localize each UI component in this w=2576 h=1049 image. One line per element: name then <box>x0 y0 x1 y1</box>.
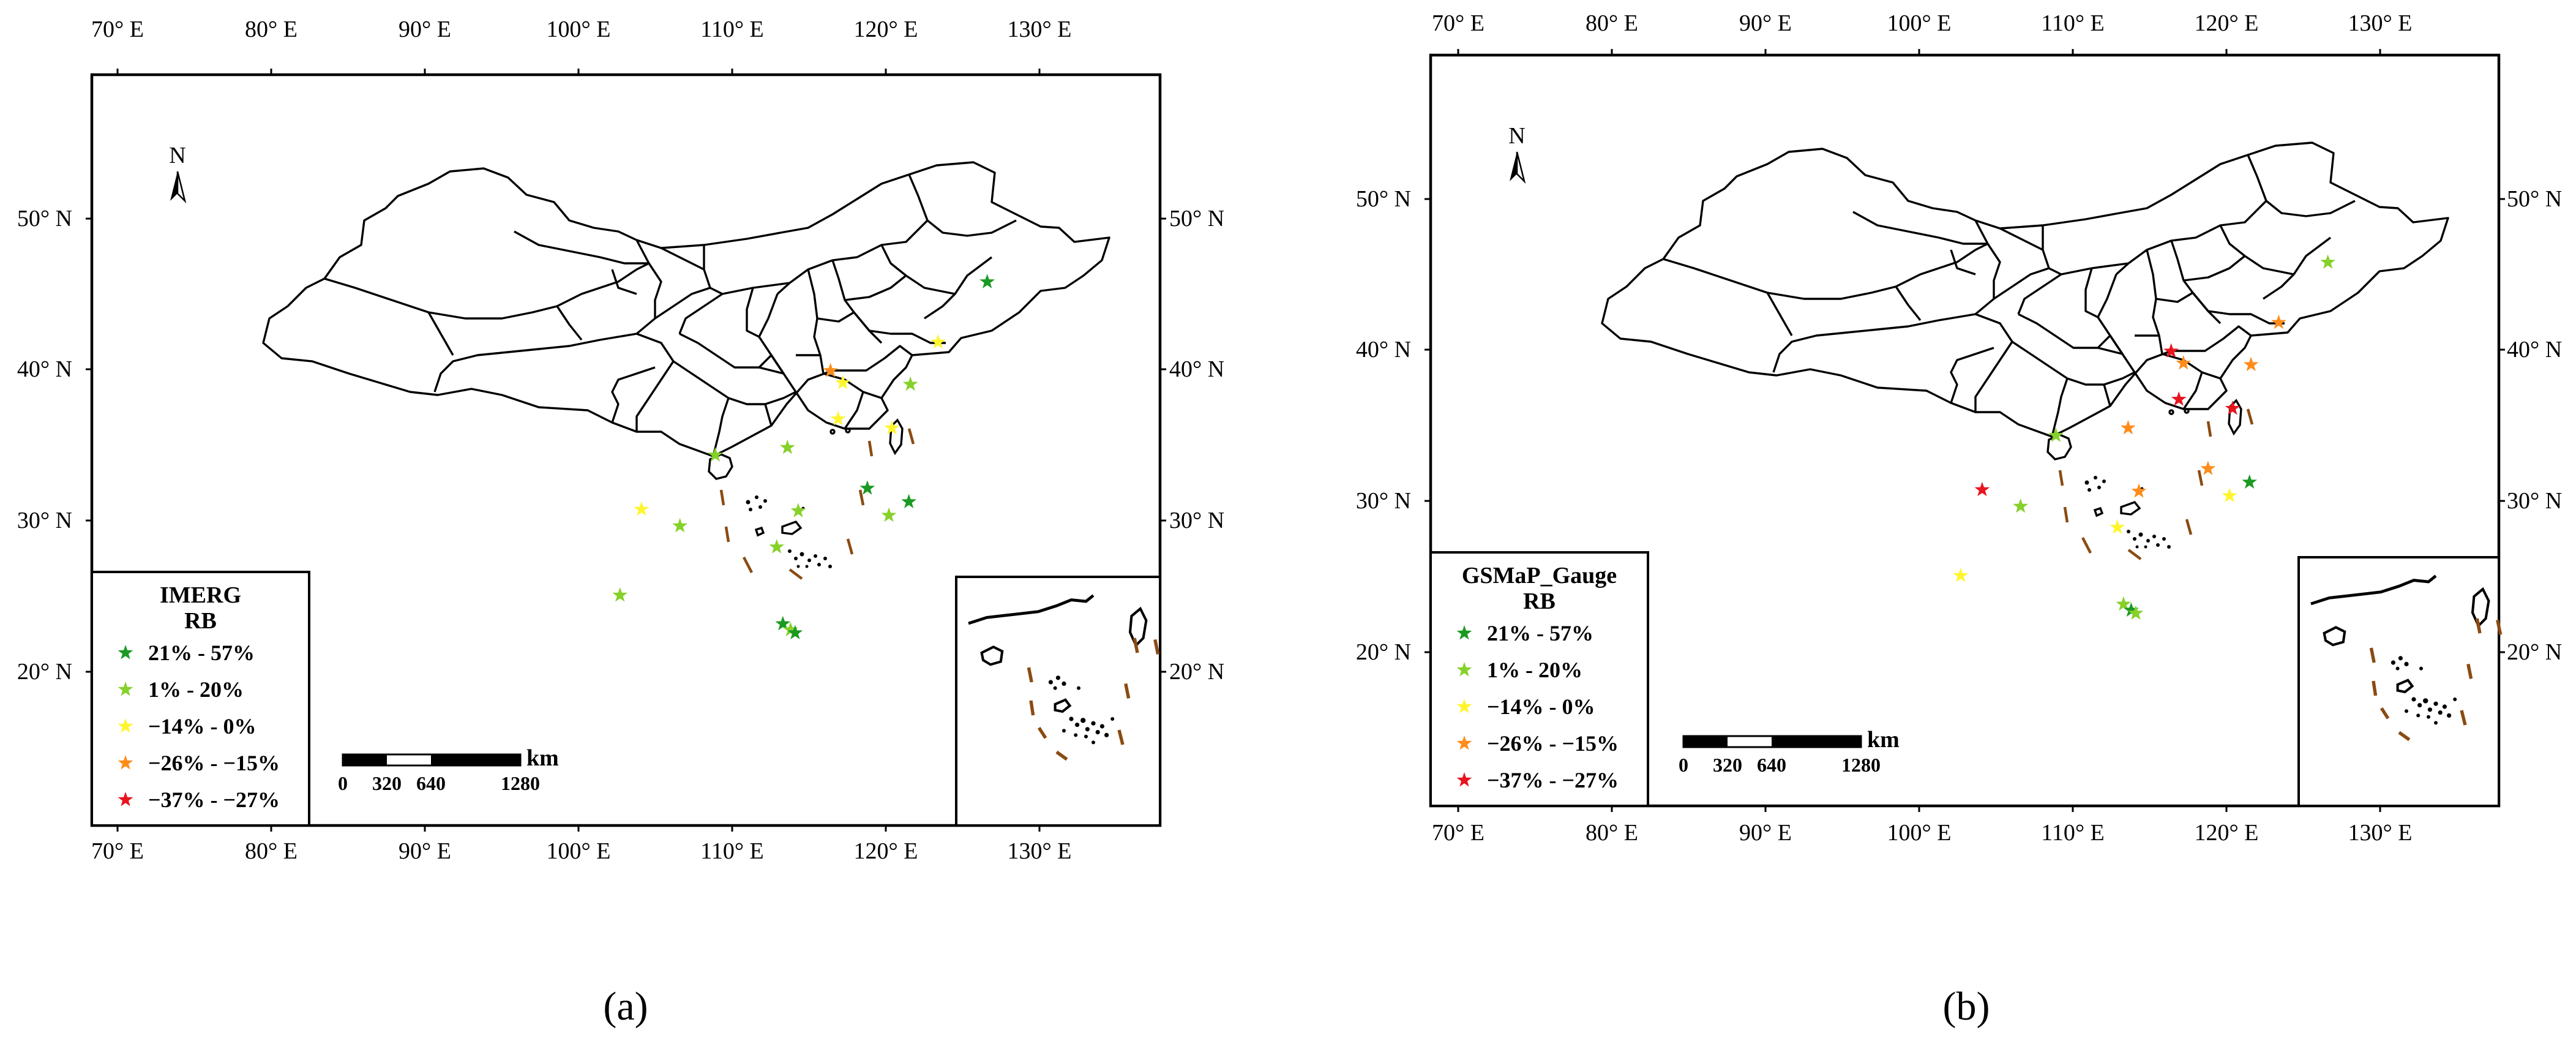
lat-tick-label-left: 30° N <box>1356 488 1411 514</box>
legend-subtitle: RB <box>184 608 217 634</box>
north-label: N <box>1508 123 1525 149</box>
lat-tick-label-left: 50° N <box>1356 186 1411 212</box>
lat-tick-label-left: 50° N <box>17 206 72 231</box>
map-panel-a: 70° E 70° E 80° E 80° E 90° E 90° E 100° E 100°… <box>17 17 1224 1029</box>
lon-tick-label-top: 110° E <box>2041 10 2105 36</box>
lon-tick-label-bottom: 130° E <box>1008 838 1072 864</box>
scale-label: 1280 <box>501 772 540 794</box>
lon-tick-label-bottom: 90° E <box>1739 820 1792 846</box>
panel-caption: (a) <box>603 984 648 1029</box>
scale-label: 640 <box>1757 754 1786 776</box>
scale-label: 0 <box>1679 754 1688 776</box>
lat-tick-label-right: 40° N <box>2507 337 2562 363</box>
lat-tick-label-left: 30° N <box>17 508 72 533</box>
lon-tick-label-bottom: 110° E <box>2041 820 2105 846</box>
lon-tick-label-bottom: 120° E <box>2195 820 2259 846</box>
lon-tick-label-top: 100° E <box>547 17 611 42</box>
lat-tick-label-right: 30° N <box>2507 488 2562 514</box>
legend-item-label: −37% - −27% <box>148 788 280 812</box>
lat-tick-label-left: 40° N <box>17 356 72 382</box>
lon-tick-label-top: 90° E <box>1739 10 1792 36</box>
legend-item-label: −37% - −27% <box>1487 768 1619 792</box>
lon-tick-label-bottom: 70° E <box>1432 820 1485 846</box>
lon-tick-label-bottom: 80° E <box>1586 820 1638 846</box>
lat-tick-label-right: 40° N <box>1169 356 1224 382</box>
legend-item-label: −14% - 0% <box>1487 694 1595 719</box>
lon-tick-label-top: 80° E <box>245 17 298 42</box>
lat-tick-label-right: 50° N <box>1169 206 1224 231</box>
lon-tick-label-top: 130° E <box>2348 10 2413 36</box>
south-china-sea-inset: 130° E <box>2297 556 2501 807</box>
lon-tick-label-top: 70° E <box>1432 10 1485 36</box>
scale-label: 640 <box>416 772 446 794</box>
north-arrow-icon: N <box>169 143 186 202</box>
lat-tick-label-right: 30° N <box>1169 508 1224 533</box>
legend-title: GSMaP_Gauge <box>1462 563 1617 588</box>
lon-tick-label-top: 120° E <box>2195 10 2259 36</box>
south-china-sea-inset: 130° E <box>955 576 1161 827</box>
legend-subtitle: RB <box>1523 588 1556 614</box>
legend-item-label: −26% - −15% <box>148 751 280 775</box>
scale-label: 1280 <box>1841 754 1881 776</box>
scale-unit: km <box>526 745 559 771</box>
lat-tick-label-left: 20° N <box>1356 639 1411 665</box>
legend-item-label: −26% - −15% <box>1487 731 1619 756</box>
lon-tick-label-bottom: 70° E <box>91 838 144 864</box>
lon-tick-label-bottom: 110° E <box>700 838 764 864</box>
scale-unit: km <box>1867 727 1900 753</box>
legend-item-label: −14% - 0% <box>148 714 256 739</box>
legend-item-label: 1% - 20% <box>148 677 244 702</box>
scale-label: 0 <box>338 772 348 794</box>
lon-tick-label-bottom: 100° E <box>547 838 611 864</box>
scale-label: 320 <box>1713 754 1742 776</box>
lat-tick-label-right: 50° N <box>2507 186 2562 212</box>
scale-bar: km 0 320 640 1280 <box>1679 727 1900 776</box>
lon-tick-label-top: 110° E <box>700 17 764 42</box>
lon-tick-label-top: 80° E <box>1586 10 1638 36</box>
lon-tick-label-bottom: 130° E <box>2348 820 2413 846</box>
lon-tick-label-bottom: 80° E <box>245 838 298 864</box>
legend-item-label: 21% - 57% <box>148 641 255 665</box>
lon-tick-label-top: 100° E <box>1887 10 1952 36</box>
lon-tick-label-top: 130° E <box>1008 17 1072 42</box>
lon-tick-label-top: 120° E <box>854 17 918 42</box>
lat-tick-label-right: 20° N <box>1169 659 1224 685</box>
lon-tick-label-bottom: 120° E <box>854 838 918 864</box>
lon-tick-label-top: 90° E <box>399 17 451 42</box>
lon-tick-label-bottom: 100° E <box>1887 820 1952 846</box>
lon-tick-label-bottom: 90° E <box>399 838 451 864</box>
lat-tick-label-right: 20° N <box>2507 639 2562 665</box>
map-panel-b: 70° E 70° E 80° E 80° E 90° E 90° E 100° E 100°… <box>1356 10 2562 1029</box>
legend-item-label: 21% - 57% <box>1487 621 1593 645</box>
north-arrow-icon: N <box>1508 123 1526 182</box>
lat-tick-label-left: 20° N <box>17 659 72 685</box>
panel-caption: (b) <box>1943 984 1990 1029</box>
legend-item-label: 1% - 20% <box>1487 658 1582 682</box>
scale-bar: km 0 320 640 1280 <box>338 745 559 794</box>
lat-tick-label-left: 40° N <box>1356 337 1411 363</box>
legend-title: IMERG <box>160 582 241 608</box>
north-label: N <box>169 143 185 168</box>
lon-tick-label-top: 70° E <box>91 17 144 42</box>
scale-label: 320 <box>372 772 402 794</box>
